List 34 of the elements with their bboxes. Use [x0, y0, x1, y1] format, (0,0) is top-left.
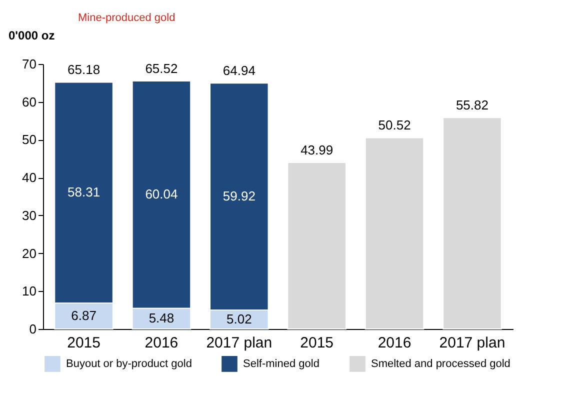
- x-tick-label: 2017 plan: [439, 334, 506, 352]
- data-label: 6.87: [71, 308, 96, 323]
- y-tick-label: 60: [22, 94, 36, 110]
- x-tick-label: 2016: [378, 334, 412, 352]
- y-tick-label: 70: [22, 56, 36, 72]
- y-tick-label: 10: [22, 284, 36, 299]
- data-label: 55.82: [456, 98, 488, 113]
- total-label: 64.94: [222, 63, 256, 78]
- y-tick-label: 0: [29, 322, 36, 336]
- bar: [442, 117, 502, 330]
- x-tick-label: 2017 plan: [206, 334, 272, 352]
- y-tick-label: 40: [22, 170, 36, 186]
- y-tick-label: 50: [22, 132, 36, 148]
- x-tick-label: 2015: [300, 334, 334, 352]
- legend-label: Smelted and processed gold: [371, 358, 510, 370]
- data-label: 59.92: [222, 188, 256, 204]
- data-label: 60.04: [145, 186, 178, 202]
- total-label: 65.52: [145, 60, 178, 76]
- x-tick-label: 2016: [144, 334, 178, 352]
- bar: [364, 137, 424, 330]
- total-label: 65.18: [68, 62, 100, 78]
- data-label: 50.52: [378, 118, 411, 133]
- legend-label: Buyout or by-product gold: [66, 358, 192, 370]
- data-label: 43.99: [300, 142, 334, 158]
- x-tick-label: 2015: [67, 334, 100, 352]
- data-label: 58.31: [68, 184, 100, 200]
- chart-subtitle: Mine-produced gold: [78, 12, 176, 24]
- y-tick-label: 20: [22, 246, 36, 261]
- legend-label: Self-mined gold: [243, 358, 320, 370]
- data-label: 5.02: [226, 312, 252, 326]
- bar: [287, 162, 346, 330]
- y-axis-title: 0'000 oz: [8, 28, 55, 42]
- data-label: 5.48: [148, 310, 174, 326]
- y-tick-label: 30: [22, 208, 36, 223]
